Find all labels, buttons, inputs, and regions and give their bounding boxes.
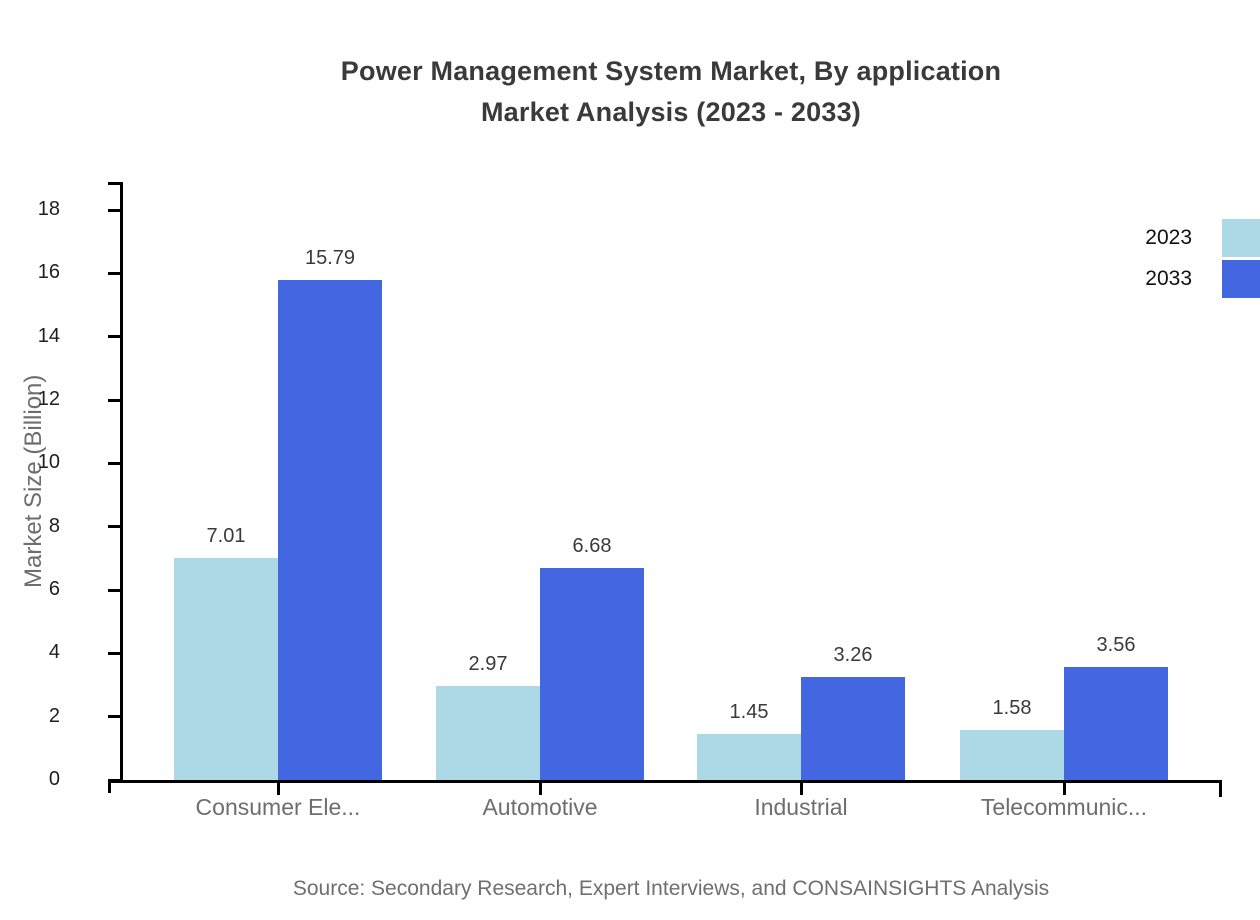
bar-2023 [697, 734, 801, 780]
bar-value-label: 2.97 [468, 652, 508, 675]
bar-value-label: 3.56 [1096, 634, 1136, 657]
y-tick [108, 461, 120, 465]
legend-label-2023: 2023 [1145, 226, 1192, 249]
legend: 2023 2033 [1145, 219, 1260, 301]
x-axis-right-cap [1219, 783, 1222, 797]
source-text: Source: Secondary Research, Expert Inter… [292, 877, 1050, 900]
bar-value-label: 7.01 [206, 525, 246, 548]
bar-value-label: 1.58 [992, 696, 1032, 719]
category-label: Consumer Ele... [195, 794, 361, 820]
y-tick-label: 4 [48, 641, 60, 664]
y-tick-label: 14 [37, 324, 60, 347]
y-tick-label: 12 [37, 388, 60, 410]
y-tick [108, 208, 120, 212]
y-tick [108, 271, 120, 275]
y-tick [108, 398, 120, 402]
x-axis-line [108, 780, 1222, 783]
category-label: Automotive [482, 794, 598, 820]
bar-2033 [540, 568, 644, 780]
chart-title-line-2: Market Analysis (2023 - 2033) [480, 97, 861, 127]
bar-value-label: 6.68 [572, 535, 612, 558]
legend-item-2033: 2033 [1145, 260, 1260, 298]
x-tick [538, 783, 542, 795]
bar-value-label: 15.79 [304, 246, 356, 269]
y-tick-label: 16 [37, 261, 60, 284]
y-tick [108, 588, 120, 592]
y-tick [108, 778, 120, 782]
bar-value-label: 3.26 [833, 643, 873, 666]
bar-2023 [436, 685, 540, 780]
bar-2023 [960, 729, 1064, 780]
y-tick [108, 651, 120, 655]
legend-item-2023: 2023 [1145, 219, 1260, 257]
category-label: Industrial [754, 794, 848, 820]
bar-2033 [801, 676, 905, 780]
y-tick-label: 8 [48, 514, 60, 537]
bar-2023 [174, 558, 278, 780]
bar-2033 [1064, 667, 1168, 780]
bar-value-label: 1.45 [729, 701, 769, 724]
x-axis-left-cap [108, 783, 111, 793]
legend-label-2033: 2033 [1145, 267, 1192, 290]
y-axis-top-cap [108, 182, 120, 185]
chart-title: Power Management System Market, By appli… [120, 51, 1222, 133]
x-tick [1062, 783, 1066, 795]
y-tick [108, 335, 120, 339]
y-tick [108, 715, 120, 719]
y-tick [108, 525, 120, 529]
chart-title-line-1: Power Management System Market, By appli… [340, 56, 1002, 86]
category-label: Telecommunic... [980, 794, 1148, 820]
legend-swatch-2023 [1222, 219, 1260, 257]
y-tick-label: 6 [48, 578, 60, 600]
plot-area: 0 2 4 6 8 10 12 14 16 18 7.01 15.79 Consumer Ele... 2… [38, 182, 1222, 820]
y-tick-label: 2 [48, 704, 60, 727]
x-tick [276, 783, 280, 795]
y-tick-label: 10 [37, 451, 60, 474]
legend-swatch-2033 [1222, 260, 1260, 298]
y-tick-label: 0 [48, 768, 60, 790]
y-axis-line [120, 182, 123, 783]
x-tick [799, 783, 803, 795]
y-tick-label: 18 [37, 198, 60, 220]
bar-2033 [278, 279, 382, 780]
